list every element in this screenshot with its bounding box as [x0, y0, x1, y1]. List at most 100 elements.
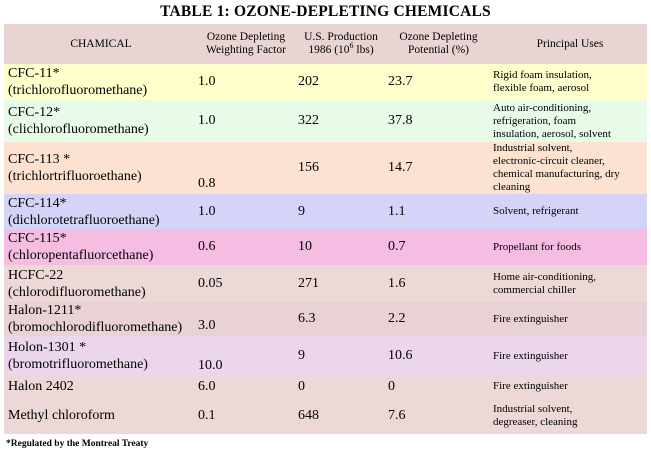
table-row: CFC-114* (dichlorotetrafluoroethane) 1.0 9 1…: [4, 194, 647, 229]
uses-line: Fire extinguisher: [493, 349, 568, 362]
uses-cell: Industrial solvent, electronic-circuit cl…: [489, 142, 647, 194]
production-cell: 156: [298, 160, 319, 175]
chemical-cell: Halon-1211* (bromochlorodifluoromethane): [4, 302, 194, 336]
production-cell: 9: [298, 203, 305, 219]
potential-cell: 14.7: [388, 160, 413, 175]
header-weighting-line2: Weighting Factor: [206, 44, 286, 56]
header-potential: Ozone Depleting Potential (%): [384, 24, 489, 64]
potential-cell: 10.6: [388, 348, 413, 363]
header-potential-line2: Potential (%): [408, 44, 469, 56]
potential-cell: 0: [388, 378, 395, 394]
uses-line: cleaning: [493, 181, 531, 193]
header-row: CHAMICAL Ozone Depleting Weighting Facto…: [4, 24, 647, 64]
header-uses-label: Principal Uses: [536, 37, 604, 50]
production-cell: 0: [298, 378, 305, 394]
chemical-formula-name: (chlorodifluoromethane): [8, 284, 146, 300]
table-row: CFC-11* (trichlorofluoromethane) 1.0 202 23.…: [4, 64, 647, 100]
chemical-name: HCFC-22: [8, 267, 64, 283]
table-row: Holon-1301 * (bromotrifluoromethane) 10.0 9…: [4, 336, 647, 376]
uses-line: Solvent, refrigerant: [493, 205, 579, 217]
potential-cell: 0.7: [388, 239, 406, 254]
uses-line: Rigid foam insulation,: [493, 69, 592, 81]
uses-cell: Fire extinguisher: [489, 336, 647, 376]
table-title: TABLE 1: OZONE-DEPLETING CHEMICALS: [160, 3, 491, 20]
table-row: CFC-12* (clichlorofluoromethane) 1.0 322 37.…: [4, 100, 647, 142]
chemicals-table: CHAMICAL Ozone Depleting Weighting Facto…: [4, 24, 647, 434]
chemical-name: CFC-11*: [8, 66, 60, 81]
uses-line: degreaser, cleaning: [493, 415, 578, 428]
production-cell: 10: [298, 239, 312, 254]
table-row: CFC-115* (chloropentafluorcethane) 0.6 10 0.…: [4, 229, 647, 265]
potential-cell: 1.1: [388, 203, 406, 219]
potential-cell: 2.2: [388, 311, 406, 326]
uses-cell: Rigid foam insulation, flexible foam, aer…: [489, 64, 647, 100]
chemical-cell: CFC-11* (trichlorofluoromethane): [4, 64, 194, 100]
factor-cell: 0.6: [198, 239, 216, 254]
chemical-formula-name: (trichlortrifluoroethane): [8, 169, 142, 184]
uses-cell: Auto air-conditioning, refrigeration, foa…: [489, 100, 647, 142]
uses-line: electronic-circuit cleaner,: [493, 155, 605, 167]
uses-line: insulation, aerosol, solvent: [493, 127, 611, 140]
chemical-cell: CFC-115* (chloropentafluorcethane): [4, 229, 194, 265]
uses-cell: Home air-conditioning, commercial chiller: [489, 265, 647, 302]
factor-cell: 1.0: [198, 74, 216, 89]
uses-line: Industrial solvent,: [493, 142, 573, 154]
uses-cell: Fire extinguisher: [489, 376, 647, 397]
uses-line: commercial chiller: [493, 283, 576, 296]
uses-line: flexible foam, aerosol: [493, 82, 590, 94]
table-row: Halon-1211* (bromochlorodifluoromethane) 3…: [4, 302, 647, 336]
chemical-name: Methyl chloroform: [8, 408, 115, 423]
production-cell: 271: [298, 275, 319, 291]
factor-cell: 1.0: [198, 203, 216, 219]
header-production-line2-pre: 1986 (10: [308, 44, 350, 56]
uses-line: Propellant for foods: [493, 240, 581, 253]
footnote: *Regulated by the Montreal Treaty: [6, 439, 149, 449]
uses-line: refrigeration, foam: [493, 114, 577, 127]
uses-line: Fire extinguisher: [493, 380, 568, 392]
uses-cell: Solvent, refrigerant: [489, 194, 647, 229]
chemical-formula-name: (dichlorotetrafluoroethane): [8, 212, 160, 228]
factor-cell: 0.05: [198, 275, 223, 291]
header-weighting-line1: Ozone Depleting: [206, 31, 286, 43]
chemical-cell: CFC-113 * (trichlortrifluoroethane): [4, 142, 194, 194]
header-uses: Principal Uses: [489, 24, 647, 64]
chemical-cell: CFC-12* (clichlorofluoromethane): [4, 100, 194, 142]
factor-cell: 0.8: [198, 176, 216, 191]
factor-cell: 6.0: [198, 378, 216, 394]
chemical-formula-name: (bromotrifluoromethane): [8, 357, 148, 372]
table-row: Methyl chloroform 0.1 648 7.6 Industrial sol…: [4, 397, 647, 434]
chemical-name: Halon 2402: [8, 379, 74, 394]
uses-cell: Propellant for foods: [489, 229, 647, 265]
header-chemical: CHAMICAL: [4, 24, 194, 64]
header-production: U.S. Production 1986 (106 lbs): [294, 24, 384, 64]
chemical-cell: HCFC-22 (chlorodifluoromethane): [4, 265, 194, 302]
uses-line: Home air-conditioning,: [493, 270, 597, 283]
uses-cell: Fire extinguisher: [489, 302, 647, 336]
production-cell: 202: [298, 74, 319, 89]
potential-cell: 23.7: [388, 74, 413, 89]
header-production-line2-post: lbs): [353, 44, 374, 56]
factor-cell: 3.0: [198, 318, 216, 333]
uses-line: Industrial solvent,: [493, 402, 573, 415]
uses-cell: Industrial solvent, degreaser, cleaning: [489, 397, 647, 434]
factor-cell: 0.1: [198, 407, 216, 423]
table-row: Halon 2402 6.0 0 0 Fire extinguisher: [4, 376, 647, 397]
chemical-cell: Halon 2402: [4, 376, 194, 397]
table-row: CFC-113 * (trichlortrifluoroethane) 0.8 156…: [4, 142, 647, 194]
table-row: HCFC-22 (chlorodifluoromethane) 0.05 271 1.6…: [4, 265, 647, 302]
chemical-cell: Holon-1301 * (bromotrifluoromethane): [4, 336, 194, 376]
potential-cell: 1.6: [388, 275, 406, 291]
uses-line: Fire extinguisher: [493, 312, 568, 325]
header-potential-line1: Ozone Depleting: [399, 31, 478, 43]
chemical-name: Holon-1301 *: [8, 340, 87, 355]
header-production-exponent: 6: [349, 41, 354, 51]
production-cell: 648: [298, 407, 319, 423]
chemical-name: CFC-115*: [8, 231, 67, 246]
factor-cell: 10.0: [198, 358, 223, 373]
chemical-formula-name: (clichlorofluoromethane): [8, 122, 149, 137]
chemical-formula-name: (trichlorofluoromethane): [8, 83, 148, 98]
chemical-formula-name: (chloropentafluorcethane): [8, 248, 154, 263]
production-cell: 9: [298, 348, 305, 363]
uses-line: Auto air-conditioning,: [493, 101, 592, 114]
chemical-name: CFC-114*: [8, 195, 67, 211]
